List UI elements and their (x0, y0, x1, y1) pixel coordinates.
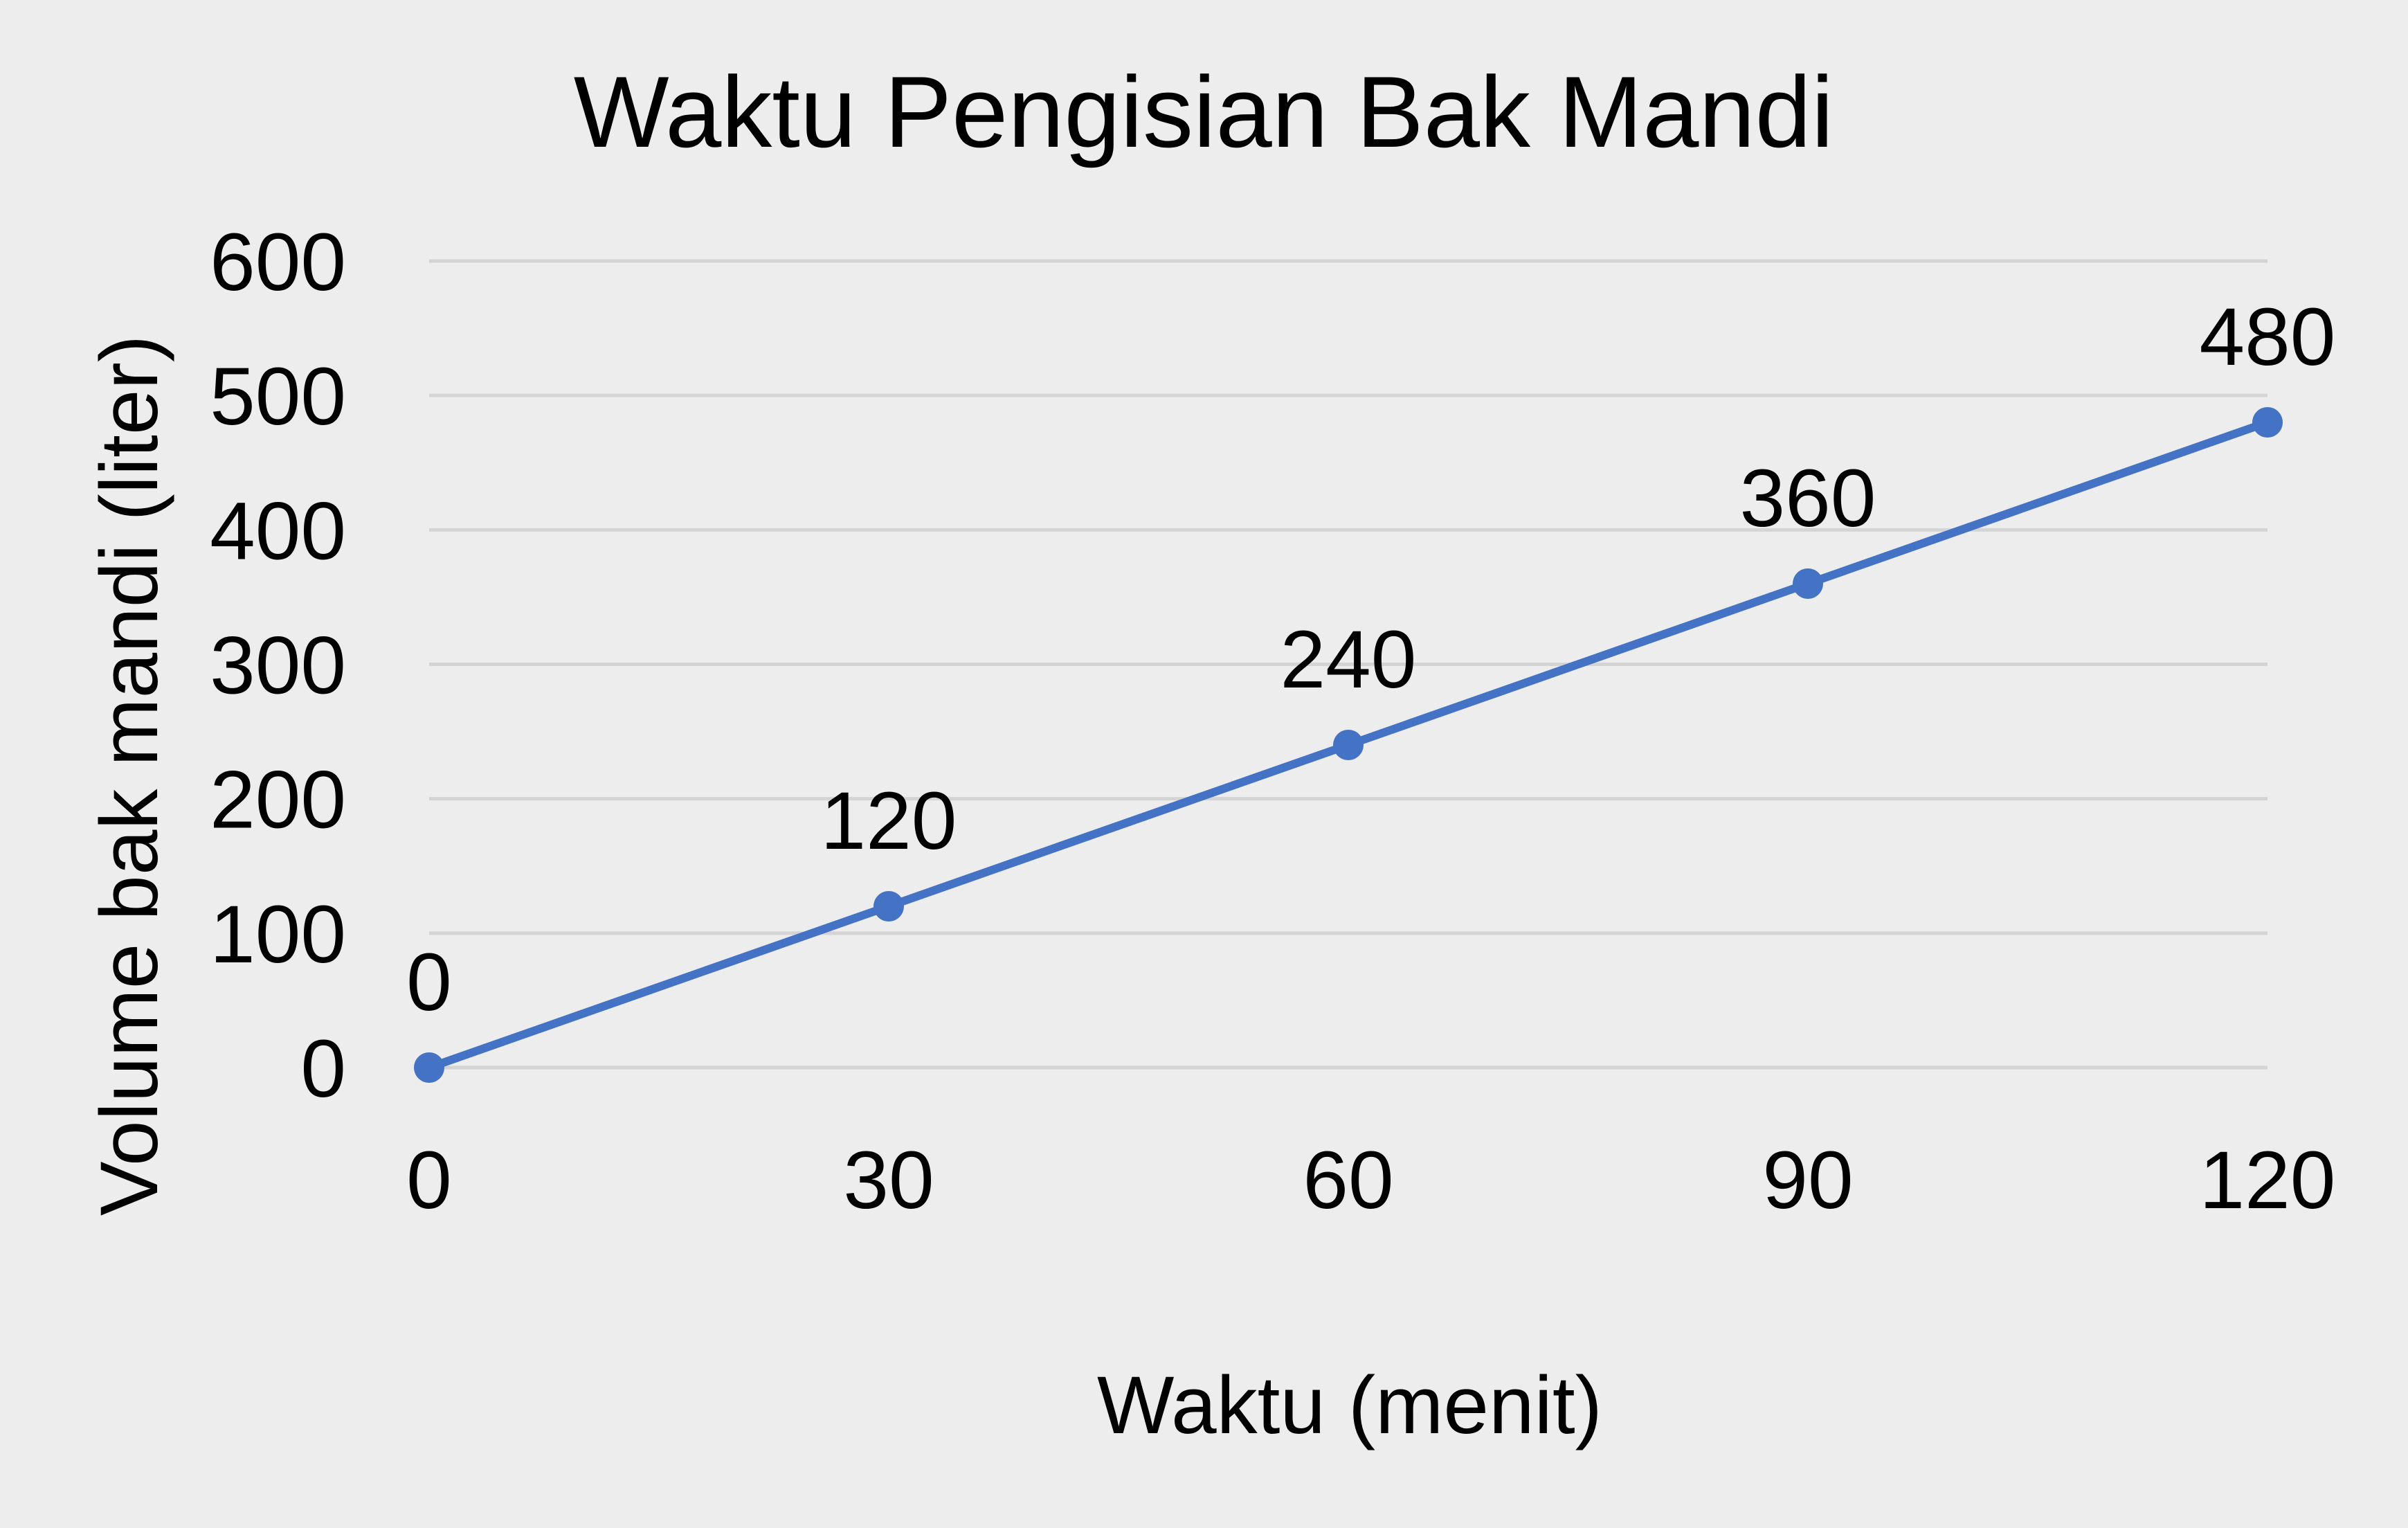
y-tick-label: 300 (210, 620, 346, 712)
y-tick-label: 600 (210, 217, 346, 308)
data-label: 0 (406, 937, 452, 1028)
y-tick-label: 100 (210, 889, 346, 980)
x-axis-ticks: 0 30 60 90 120 (406, 1135, 2335, 1226)
data-label: 240 (1280, 614, 1417, 705)
x-tick-label: 30 (843, 1135, 934, 1226)
data-label: 360 (1740, 453, 1876, 544)
data-label: 480 (2200, 291, 2336, 383)
x-tick-label: 0 (406, 1135, 452, 1226)
chart-title: Waktu Pengisian Bak Mandi (574, 55, 1834, 168)
x-tick-label: 60 (1303, 1135, 1393, 1226)
data-point (1333, 730, 1364, 760)
y-tick-label: 500 (210, 351, 346, 442)
y-tick-label: 400 (210, 485, 346, 577)
x-tick-label: 90 (1762, 1135, 1853, 1226)
data-label: 120 (821, 775, 957, 867)
y-axis-ticks: 0 100 200 300 400 500 600 (210, 217, 346, 1115)
data-labels: 0 120 240 360 480 (406, 291, 2335, 1028)
y-axis-title: Volume bak mandi (liter) (84, 335, 175, 1216)
data-point (873, 891, 904, 922)
data-point (1793, 568, 1823, 599)
x-axis-title: Waktu (menit) (1097, 1360, 1602, 1451)
y-tick-label: 200 (210, 755, 346, 846)
x-tick-label: 120 (2200, 1135, 2336, 1226)
gridlines (429, 259, 2267, 1070)
y-tick-label: 0 (300, 1023, 346, 1115)
data-point (2252, 407, 2283, 438)
data-point (414, 1052, 444, 1083)
series-group (414, 407, 2283, 1083)
